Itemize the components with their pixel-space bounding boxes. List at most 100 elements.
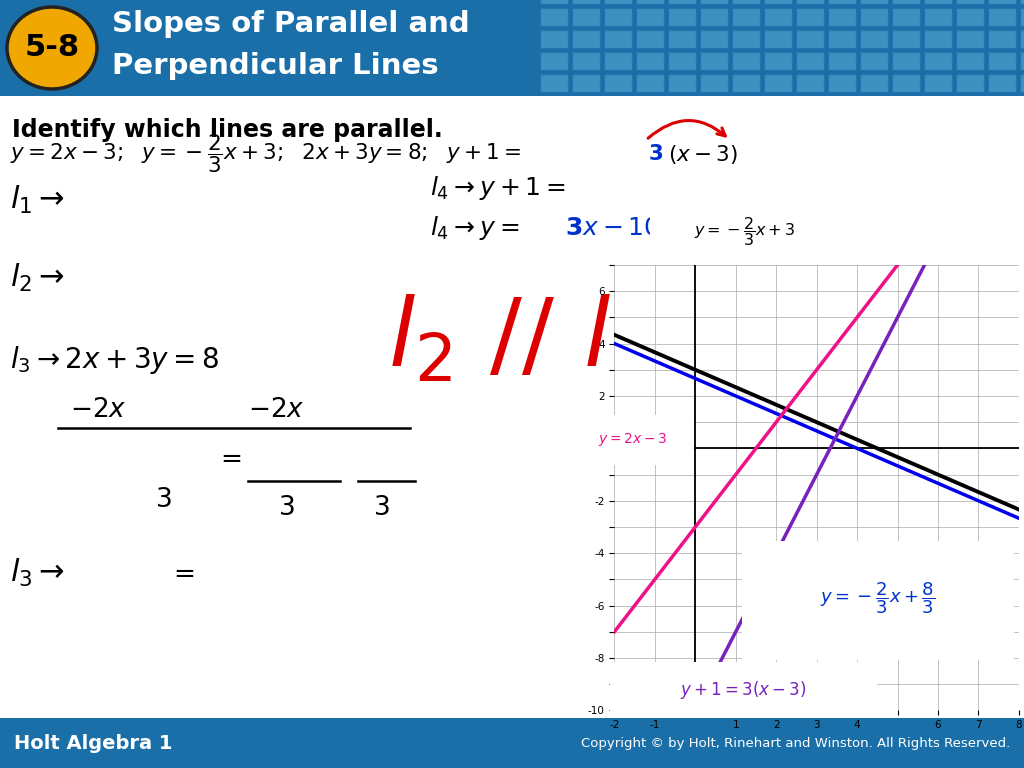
FancyBboxPatch shape xyxy=(636,30,664,48)
FancyBboxPatch shape xyxy=(796,74,824,92)
FancyBboxPatch shape xyxy=(0,718,1024,768)
Text: $l_4 \rightarrow y + 1 =$: $l_4 \rightarrow y + 1 =$ xyxy=(430,174,566,202)
FancyBboxPatch shape xyxy=(892,30,920,48)
Text: $\mathbf{3}x - 10$: $\mathbf{3}x - 10$ xyxy=(565,216,660,240)
FancyBboxPatch shape xyxy=(734,538,1022,664)
FancyBboxPatch shape xyxy=(0,0,1024,96)
Text: $3$: $3$ xyxy=(373,495,389,521)
Text: $y = 2x - 3;\ \ y = -\dfrac{2}{3}x + 3;\ \ 2x + 3y = 8;\ \ y + 1 = $: $y = 2x - 3;\ \ y = -\dfrac{2}{3}x + 3;\… xyxy=(10,133,521,175)
FancyBboxPatch shape xyxy=(956,30,984,48)
FancyBboxPatch shape xyxy=(828,30,856,48)
FancyBboxPatch shape xyxy=(892,74,920,92)
FancyBboxPatch shape xyxy=(604,52,632,70)
Text: $-2x$: $-2x$ xyxy=(248,397,305,423)
FancyBboxPatch shape xyxy=(988,0,1016,4)
FancyBboxPatch shape xyxy=(764,52,792,70)
Text: $-2x$: $-2x$ xyxy=(70,397,127,423)
Text: $l_3 \rightarrow$: $l_3 \rightarrow$ xyxy=(10,557,65,589)
FancyBboxPatch shape xyxy=(796,8,824,26)
FancyBboxPatch shape xyxy=(892,52,920,70)
FancyBboxPatch shape xyxy=(572,8,600,26)
Text: $l_1 \rightarrow$: $l_1 \rightarrow$ xyxy=(10,184,65,216)
FancyBboxPatch shape xyxy=(924,8,952,26)
FancyBboxPatch shape xyxy=(956,8,984,26)
FancyBboxPatch shape xyxy=(956,74,984,92)
FancyBboxPatch shape xyxy=(636,52,664,70)
FancyBboxPatch shape xyxy=(602,660,885,720)
Text: $y = -\dfrac{2}{3}x + 3$: $y = -\dfrac{2}{3}x + 3$ xyxy=(694,214,796,247)
FancyBboxPatch shape xyxy=(1020,0,1024,4)
FancyBboxPatch shape xyxy=(636,8,664,26)
FancyBboxPatch shape xyxy=(700,0,728,4)
FancyBboxPatch shape xyxy=(540,0,568,4)
FancyBboxPatch shape xyxy=(764,74,792,92)
Text: Y: Y xyxy=(701,253,710,266)
FancyBboxPatch shape xyxy=(732,30,760,48)
FancyBboxPatch shape xyxy=(988,8,1016,26)
Text: $y = 2x - 3$: $y = 2x - 3$ xyxy=(598,431,668,449)
Text: $=$: $=$ xyxy=(215,445,242,471)
FancyBboxPatch shape xyxy=(572,74,600,92)
FancyBboxPatch shape xyxy=(700,52,728,70)
FancyBboxPatch shape xyxy=(1020,52,1024,70)
Text: 5-8: 5-8 xyxy=(25,34,80,62)
FancyBboxPatch shape xyxy=(1020,30,1024,48)
FancyBboxPatch shape xyxy=(956,52,984,70)
FancyBboxPatch shape xyxy=(636,0,664,4)
FancyBboxPatch shape xyxy=(700,8,728,26)
FancyBboxPatch shape xyxy=(700,30,728,48)
FancyBboxPatch shape xyxy=(732,8,760,26)
FancyBboxPatch shape xyxy=(956,0,984,4)
FancyBboxPatch shape xyxy=(924,0,952,4)
Text: $l_2\ //\ l_3$: $l_2\ //\ l_3$ xyxy=(388,293,649,386)
Text: $3$: $3$ xyxy=(278,495,295,521)
FancyBboxPatch shape xyxy=(988,30,1016,48)
FancyBboxPatch shape xyxy=(764,30,792,48)
FancyBboxPatch shape xyxy=(860,8,888,26)
FancyBboxPatch shape xyxy=(644,197,846,267)
FancyBboxPatch shape xyxy=(924,30,952,48)
Text: $3$: $3$ xyxy=(155,487,172,513)
FancyBboxPatch shape xyxy=(796,0,824,4)
FancyBboxPatch shape xyxy=(828,8,856,26)
Text: Slopes of Parallel and: Slopes of Parallel and xyxy=(112,10,470,38)
FancyBboxPatch shape xyxy=(668,30,696,48)
FancyBboxPatch shape xyxy=(668,8,696,26)
FancyBboxPatch shape xyxy=(988,52,1016,70)
Text: $l_2 \rightarrow$: $l_2 \rightarrow$ xyxy=(10,262,65,294)
FancyBboxPatch shape xyxy=(604,74,632,92)
Text: Copyright © by Holt, Rinehart and Winston. All Rights Reserved.: Copyright © by Holt, Rinehart and Winsto… xyxy=(581,737,1010,750)
FancyBboxPatch shape xyxy=(636,74,664,92)
FancyBboxPatch shape xyxy=(732,0,760,4)
FancyBboxPatch shape xyxy=(540,8,568,26)
FancyBboxPatch shape xyxy=(860,30,888,48)
FancyBboxPatch shape xyxy=(860,52,888,70)
FancyBboxPatch shape xyxy=(540,52,568,70)
Text: $y = -\dfrac{2}{3}x + \dfrac{8}{3}$: $y = -\dfrac{2}{3}x + \dfrac{8}{3}$ xyxy=(820,581,936,617)
FancyBboxPatch shape xyxy=(732,52,760,70)
FancyBboxPatch shape xyxy=(764,0,792,4)
Text: $l_3 \rightarrow 2x + 3y = 8$: $l_3 \rightarrow 2x + 3y = 8$ xyxy=(10,344,219,376)
FancyBboxPatch shape xyxy=(668,0,696,4)
Text: $(x - 3)$: $(x - 3)$ xyxy=(668,143,737,166)
FancyBboxPatch shape xyxy=(828,0,856,4)
FancyBboxPatch shape xyxy=(796,52,824,70)
FancyBboxPatch shape xyxy=(668,74,696,92)
Text: $=$: $=$ xyxy=(168,560,195,586)
FancyBboxPatch shape xyxy=(764,8,792,26)
FancyBboxPatch shape xyxy=(572,30,600,48)
FancyBboxPatch shape xyxy=(860,0,888,4)
FancyBboxPatch shape xyxy=(668,52,696,70)
Text: $l_4 \rightarrow y = $: $l_4 \rightarrow y = $ xyxy=(430,214,519,242)
FancyArrowPatch shape xyxy=(648,121,725,138)
FancyBboxPatch shape xyxy=(1020,74,1024,92)
FancyBboxPatch shape xyxy=(828,52,856,70)
Ellipse shape xyxy=(7,7,97,89)
FancyBboxPatch shape xyxy=(732,74,760,92)
FancyBboxPatch shape xyxy=(604,0,632,4)
FancyBboxPatch shape xyxy=(540,74,568,92)
FancyBboxPatch shape xyxy=(1020,8,1024,26)
FancyBboxPatch shape xyxy=(924,52,952,70)
Text: Identify which lines are parallel.: Identify which lines are parallel. xyxy=(12,118,442,142)
FancyBboxPatch shape xyxy=(924,74,952,92)
